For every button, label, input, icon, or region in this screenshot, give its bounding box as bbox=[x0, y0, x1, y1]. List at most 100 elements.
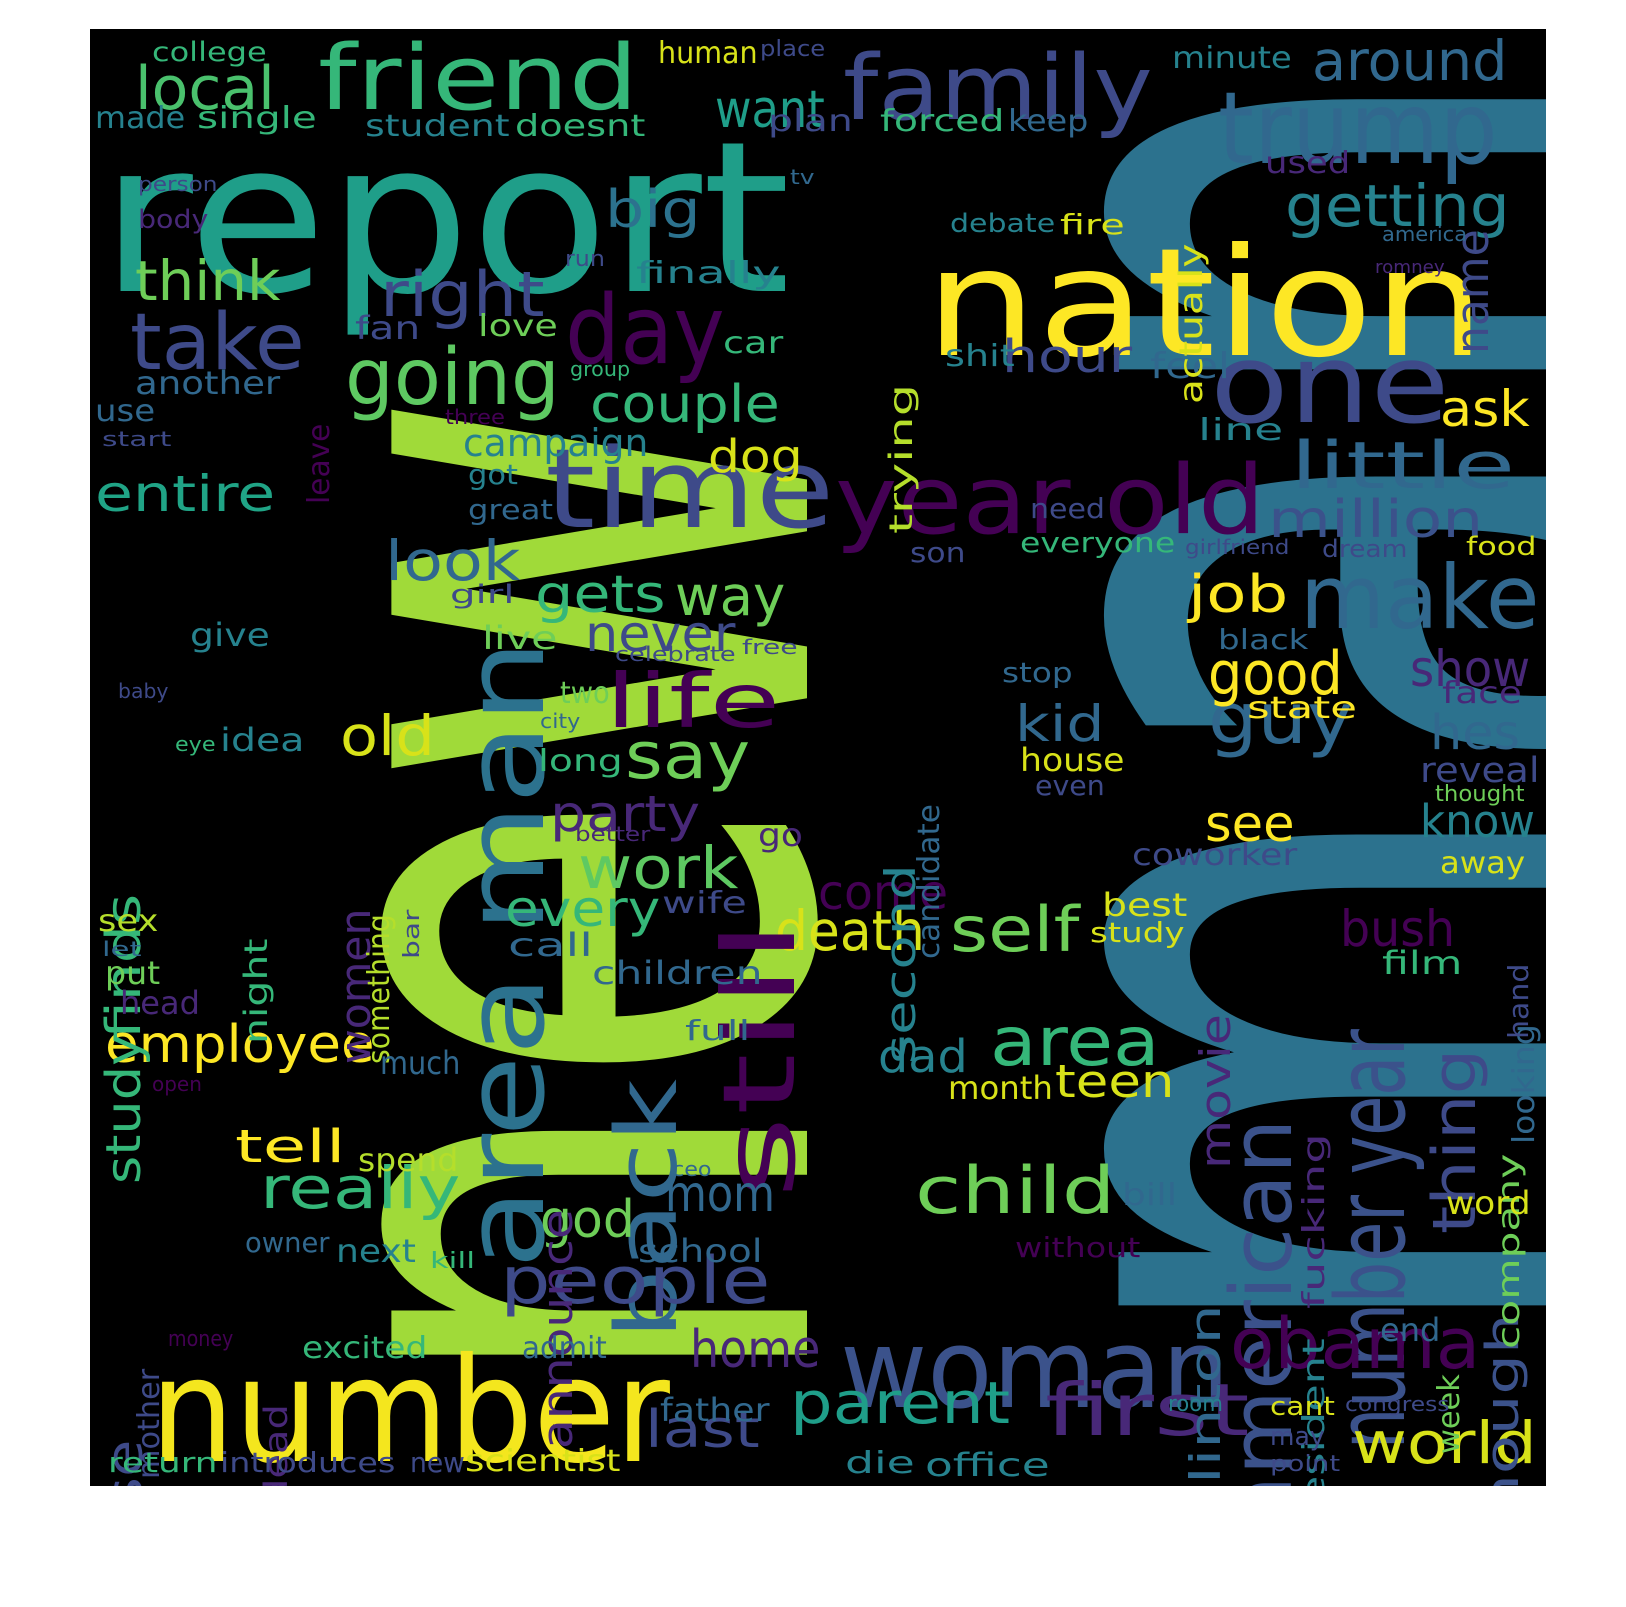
word-forced: forced bbox=[880, 104, 1005, 139]
word-home: home bbox=[690, 1320, 821, 1380]
word-go: go bbox=[758, 816, 803, 854]
word-head: head bbox=[120, 984, 200, 1022]
word-let: let bbox=[102, 937, 142, 961]
word-end: end bbox=[1380, 1311, 1441, 1349]
word-death: death bbox=[775, 899, 925, 963]
word-food: food bbox=[1466, 532, 1537, 562]
word-excited: excited bbox=[302, 1331, 428, 1366]
word-ceo: ceo bbox=[672, 1157, 712, 1181]
word-big: big bbox=[605, 180, 701, 240]
word-day: day bbox=[565, 276, 725, 386]
word-another: another bbox=[135, 364, 281, 402]
word-know: know bbox=[1420, 795, 1535, 848]
word-everyone: everyone bbox=[1020, 526, 1176, 559]
word-old: old bbox=[340, 704, 435, 768]
word-really: really bbox=[260, 1154, 461, 1222]
word-even: even bbox=[1035, 769, 1105, 802]
word-say: say bbox=[625, 719, 751, 794]
word-going: going bbox=[345, 333, 560, 423]
word-right: right bbox=[380, 258, 545, 331]
word-city: city bbox=[540, 709, 581, 733]
word-give: give bbox=[190, 616, 270, 654]
word-night: night bbox=[237, 938, 275, 1044]
word-film: film bbox=[1382, 944, 1463, 982]
word-show: show bbox=[1410, 640, 1531, 698]
word-human: human bbox=[658, 36, 758, 71]
word-actually: actually bbox=[1172, 243, 1210, 404]
word-introduces: introduces bbox=[220, 1446, 396, 1479]
word-entire: entire bbox=[95, 465, 276, 523]
word-use: use bbox=[95, 394, 156, 429]
word-need: need bbox=[1030, 492, 1105, 525]
word-god: god bbox=[540, 1190, 635, 1250]
word-dream: dream bbox=[1322, 535, 1408, 563]
word-person: person bbox=[138, 172, 218, 196]
word-work: work bbox=[578, 834, 739, 902]
word-way: way bbox=[675, 564, 786, 628]
word-may: may bbox=[1270, 1422, 1325, 1452]
word-place: place bbox=[760, 37, 826, 62]
word-single: single bbox=[197, 101, 317, 136]
word-hand: hand bbox=[1502, 963, 1535, 1039]
word-million: million bbox=[1268, 490, 1484, 550]
word-family: family bbox=[843, 36, 1153, 141]
word-much: much bbox=[380, 1044, 461, 1082]
word-obama: obama bbox=[1230, 1303, 1481, 1385]
word-cant: cant bbox=[1270, 1392, 1335, 1422]
word-car: car bbox=[723, 326, 784, 361]
word-hes: hes bbox=[1430, 705, 1520, 761]
word-study: study bbox=[1090, 916, 1185, 949]
word-teen: teen bbox=[1055, 1055, 1175, 1108]
word-life: life bbox=[605, 657, 781, 745]
word-look: look bbox=[385, 529, 521, 593]
word-long: long bbox=[538, 744, 623, 779]
word-child: child bbox=[915, 1154, 1116, 1229]
word-without: without bbox=[1015, 1231, 1141, 1264]
word-two: two bbox=[560, 676, 610, 711]
word-love: love bbox=[478, 309, 558, 344]
word-free: free bbox=[742, 635, 798, 659]
word-good: good bbox=[1208, 639, 1343, 709]
word-stop: stop bbox=[1002, 656, 1073, 689]
word-romney: romney bbox=[1375, 257, 1445, 278]
word-fire: fire bbox=[1060, 208, 1125, 241]
word-nation: nation bbox=[925, 217, 1486, 391]
word-never: never bbox=[585, 605, 736, 663]
word-girl: girl bbox=[450, 580, 515, 610]
word-tv: tv bbox=[790, 165, 815, 189]
word-shit: shit bbox=[945, 339, 1015, 374]
word-son: son bbox=[910, 536, 966, 569]
word-college: college bbox=[152, 37, 267, 68]
word-fucking: fucking bbox=[1297, 1133, 1332, 1309]
word-dog: dog bbox=[708, 430, 803, 483]
word-dad: dad bbox=[878, 1030, 968, 1083]
word-group: group bbox=[570, 357, 631, 381]
word-employee: employee bbox=[105, 1015, 375, 1075]
word-take: take bbox=[130, 298, 305, 388]
word-area: area bbox=[990, 1003, 1160, 1082]
word-office: office bbox=[925, 1446, 1050, 1484]
word-woman: woman bbox=[840, 1305, 1230, 1433]
word-eye: eye bbox=[175, 732, 216, 756]
word-report: report bbox=[100, 96, 791, 341]
word-campaign: campaign bbox=[463, 421, 649, 465]
word-state: state bbox=[1247, 691, 1357, 726]
word-full: full bbox=[685, 1014, 751, 1047]
word-number: number bbox=[150, 1327, 670, 1486]
word-time: time bbox=[545, 425, 835, 553]
word-admit: admit bbox=[522, 1331, 607, 1366]
word-three: three bbox=[445, 405, 505, 429]
word-tell: tell bbox=[235, 1120, 346, 1173]
word-kid: kid bbox=[1015, 695, 1105, 753]
word-live: live bbox=[482, 619, 558, 657]
word-sex: sex bbox=[98, 904, 159, 939]
word-line: line bbox=[1198, 413, 1284, 448]
word-bar: bar bbox=[400, 909, 425, 959]
word-keep: keep bbox=[1008, 104, 1089, 139]
word-mom: mom bbox=[665, 1165, 776, 1223]
word-little: little bbox=[1290, 429, 1516, 504]
word-father: father bbox=[660, 1391, 770, 1429]
word-leave: leave bbox=[302, 423, 337, 504]
word-made: made bbox=[95, 101, 186, 136]
word-make: make bbox=[1300, 546, 1540, 649]
